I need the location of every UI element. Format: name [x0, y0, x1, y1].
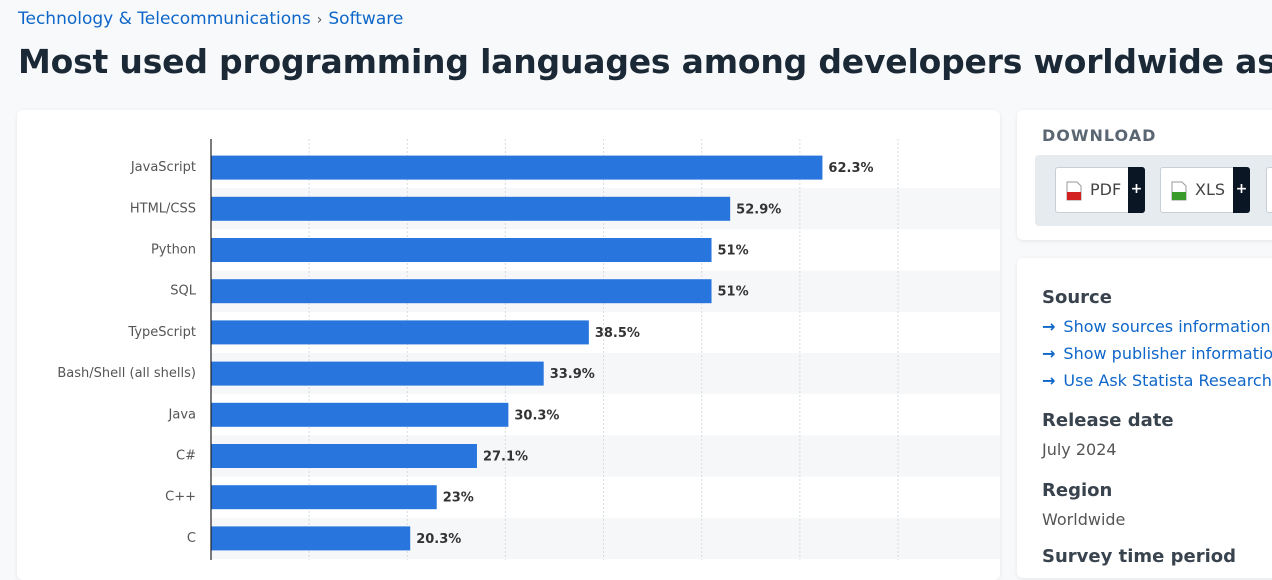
bar	[211, 526, 411, 551]
download-card: DOWNLOAD PDF + XLS +	[1017, 110, 1272, 240]
category-label: C++	[165, 490, 196, 505]
chart-card: JavaScript 62.3% HTML/CSS 52.9% Python 51% SQL…	[17, 110, 1000, 580]
bar	[211, 444, 477, 468]
page-title: Most used programming languages among de…	[18, 42, 1272, 81]
pdf-icon	[1066, 181, 1082, 201]
more-button[interactable]	[1266, 167, 1272, 213]
survey-heading: Survey time period	[1042, 546, 1236, 567]
category-label: Java	[168, 407, 196, 422]
bar	[211, 320, 589, 345]
category-label: Python	[151, 243, 196, 258]
source-link[interactable]: Show publisher information	[1042, 344, 1272, 363]
xls-button[interactable]: XLS +	[1160, 167, 1250, 213]
chart: JavaScript 62.3% HTML/CSS 52.9% Python 51% SQL…	[57, 139, 1000, 560]
value-label: 30.3%	[514, 408, 559, 423]
bar	[211, 402, 509, 427]
info-card: Source Show sources information Show pub…	[1017, 258, 1272, 578]
release-value: July 2024	[1042, 440, 1117, 459]
value-label: 51%	[718, 285, 749, 300]
category-label: SQL	[170, 284, 196, 299]
source-heading: Source	[1042, 287, 1112, 308]
region-value: Worldwide	[1042, 510, 1126, 529]
bar	[211, 155, 823, 180]
source-link[interactable]: Use Ask Statista Research Service	[1042, 371, 1272, 390]
category-label: TypeScript	[127, 325, 196, 340]
value-label: 33.9%	[550, 367, 595, 382]
breadcrumb: Technology & Telecommunications › Software	[18, 9, 404, 29]
breadcrumb-link[interactable]: Software	[328, 9, 404, 29]
bar	[211, 196, 731, 221]
value-label: 38.5%	[595, 326, 640, 341]
category-label: JavaScript	[130, 160, 196, 175]
breadcrumb-link[interactable]: Technology & Telecommunications	[18, 9, 311, 29]
category-label: C#	[176, 449, 196, 464]
download-box: PDF + XLS +	[1035, 155, 1272, 226]
button-label: PDF	[1090, 180, 1122, 199]
release-heading: Release date	[1042, 410, 1174, 431]
download-heading: DOWNLOAD	[1042, 126, 1157, 145]
category-label: C	[187, 531, 196, 546]
page: Technology & Telecommunications › Software…	[0, 0, 1272, 560]
bar	[211, 238, 712, 262]
button-label: XLS	[1195, 180, 1226, 199]
pdf-button[interactable]: PDF +	[1055, 167, 1145, 213]
value-label: 23%	[443, 491, 474, 506]
bar	[211, 361, 544, 386]
xls-icon	[1171, 181, 1187, 201]
category-label: HTML/CSS	[130, 201, 196, 216]
source-link[interactable]: Show sources information	[1042, 317, 1270, 336]
bar	[211, 279, 712, 304]
value-label: 27.1%	[483, 450, 528, 465]
value-label: 52.9%	[736, 202, 781, 217]
value-label: 20.3%	[416, 532, 461, 547]
category-label: Bash/Shell (all shells)	[57, 366, 196, 381]
value-label: 51%	[718, 244, 749, 259]
bar	[211, 485, 437, 510]
value-label: 62.3%	[828, 161, 873, 176]
region-heading: Region	[1042, 480, 1113, 501]
